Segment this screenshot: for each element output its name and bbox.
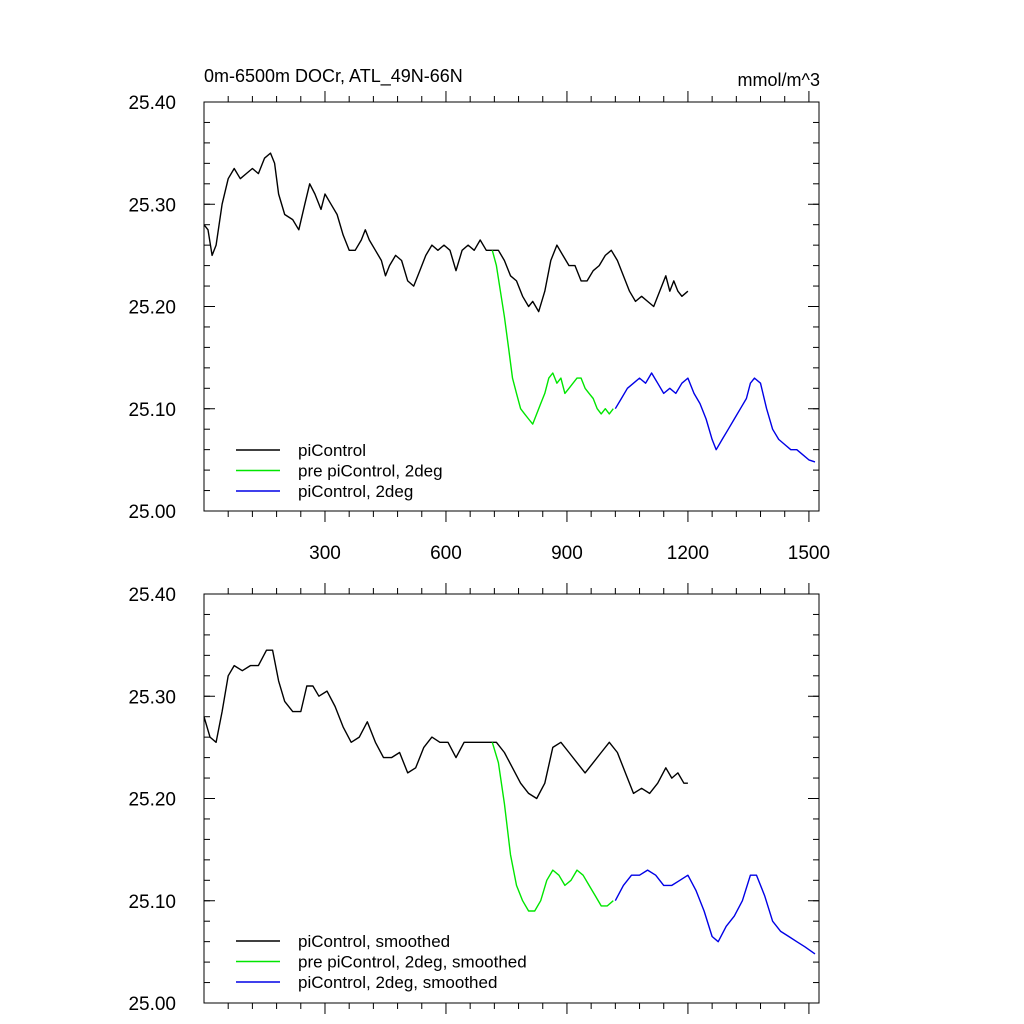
legend: piControl, smoothed pre piControl, 2deg, … — [236, 932, 527, 992]
y-tick-label: 25.30 — [128, 687, 176, 708]
x-tick-labels: 300 600 900 1200 1500 — [309, 543, 830, 564]
series-line-2 — [491, 250, 614, 425]
series-line-3 — [614, 372, 816, 463]
top-panel: 0m-6500m DOCr, ATL_49N-66N mmol/m^3 25.0… — [128, 66, 830, 564]
series-line-3 — [614, 869, 816, 955]
y-tick-label: 25.10 — [128, 892, 176, 913]
legend-label: piControl — [298, 441, 366, 460]
units-label: mmol/m^3 — [738, 70, 820, 90]
axis-ticks — [204, 91, 819, 522]
y-tick-label: 25.30 — [128, 195, 176, 216]
series-lines — [203, 152, 816, 463]
legend-label: pre piControl, 2deg — [298, 462, 443, 481]
x-tick-label: 900 — [551, 543, 583, 564]
series-line-1 — [203, 649, 688, 800]
series-line-2 — [491, 742, 614, 912]
axis-ticks — [204, 583, 819, 1014]
legend-label: pre piControl, 2deg, smoothed — [298, 953, 527, 972]
x-tick-label: 1500 — [788, 543, 830, 564]
y-tick-labels: 25.00 25.10 25.20 25.30 25.40 — [128, 93, 176, 523]
y-tick-label: 25.20 — [128, 790, 176, 811]
series-line-1 — [203, 152, 689, 313]
x-tick-label: 300 — [309, 543, 341, 564]
y-tick-label: 25.20 — [128, 298, 176, 319]
x-tick-label: 1200 — [667, 543, 709, 564]
bottom-panel: 25.00 25.10 25.20 25.30 25.40 piControl, smo… — [128, 583, 820, 1015]
y-tick-label: 25.00 — [128, 994, 176, 1015]
y-tick-label: 25.40 — [128, 93, 176, 114]
chart-title: 0m-6500m DOCr, ATL_49N-66N — [204, 66, 463, 87]
y-tick-label: 25.00 — [128, 502, 176, 523]
legend-label: piControl, 2deg, smoothed — [298, 973, 497, 992]
y-tick-label: 25.10 — [128, 400, 176, 421]
y-tick-label: 25.40 — [128, 585, 176, 606]
x-tick-label: 600 — [430, 543, 462, 564]
legend-label: piControl, 2deg — [298, 482, 413, 501]
series-lines — [203, 649, 816, 955]
legend-label: piControl, smoothed — [298, 932, 450, 951]
y-tick-labels: 25.00 25.10 25.20 25.30 25.40 — [128, 585, 176, 1015]
